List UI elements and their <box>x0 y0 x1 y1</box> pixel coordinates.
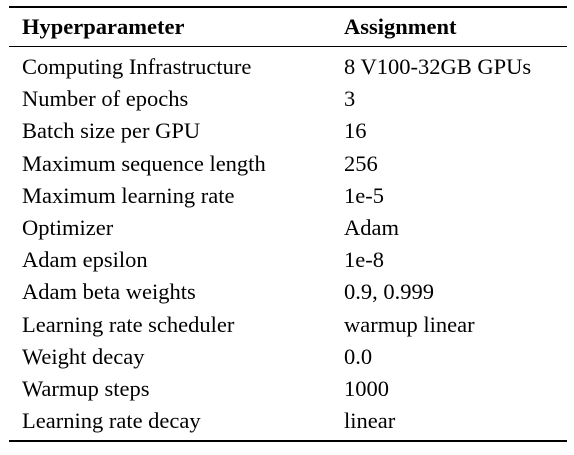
hyperparameter-value: 8 V100-32GB GPUs <box>344 54 532 79</box>
table-row: Batch size per GPU 16 <box>9 115 567 147</box>
table-row: Maximum learning rate 1e-5 <box>9 180 567 212</box>
hyperparameter-value: 0.9, 0.999 <box>344 279 434 305</box>
header-assignment: Assignment <box>344 14 457 39</box>
hyperparameter-name: Maximum sequence length <box>22 150 266 176</box>
table-header-row: Hyperparameter Assignment <box>9 7 567 47</box>
table-row: Learning rate scheduler warmup linear <box>9 309 567 341</box>
hyperparameter-value: 256 <box>344 150 378 176</box>
table-row: Adam epsilon 1e-8 <box>9 244 567 276</box>
table-row: Computing Infrastructure 8 V100-32GB GPU… <box>9 47 567 84</box>
table-row: Number of epochs 3 <box>9 83 567 115</box>
table-row: Warmup steps 1000 <box>9 373 567 405</box>
hyperparameter-name: Computing Infrastructure <box>22 54 252 79</box>
hyperparameter-value: 16 <box>344 118 367 144</box>
hyperparameter-value: 0.0 <box>344 343 373 369</box>
hyperparameter-value: Adam <box>344 215 399 241</box>
hyperparameter-name: Optimizer <box>22 215 114 241</box>
hyperparameter-name: Adam beta weights <box>22 279 196 305</box>
hyperparameter-name: Learning rate decay <box>22 408 201 434</box>
table-row: Learning rate decay linear <box>9 405 567 442</box>
hyperparameter-value: 1000 <box>344 376 389 402</box>
hyperparameter-name: Batch size per GPU <box>22 118 201 144</box>
table-row: Maximum sequence length 256 <box>9 148 567 180</box>
hyperparameter-name: Weight decay <box>22 343 145 369</box>
table-row: Optimizer Adam <box>9 212 567 244</box>
table-row: Adam beta weights 0.9, 0.999 <box>9 276 567 308</box>
hyperparameter-name: Warmup steps <box>22 376 150 402</box>
hyperparameter-value: 1e-5 <box>344 182 384 208</box>
hyperparameter-table: Hyperparameter Assignment Computing Infr… <box>9 6 567 442</box>
hyperparameter-name: Number of epochs <box>22 86 189 112</box>
hyperparameter-value: linear <box>344 408 396 434</box>
hyperparameter-value: 1e-8 <box>344 247 384 273</box>
hyperparameter-value: warmup linear <box>344 311 475 337</box>
header-hyperparameter: Hyperparameter <box>22 14 185 39</box>
hyperparameter-value: 3 <box>344 86 356 112</box>
hyperparameter-name: Maximum learning rate <box>22 182 235 208</box>
hyperparameter-name: Adam epsilon <box>22 247 148 273</box>
hyperparameter-name: Learning rate scheduler <box>22 311 235 337</box>
table-row: Weight decay 0.0 <box>9 341 567 373</box>
